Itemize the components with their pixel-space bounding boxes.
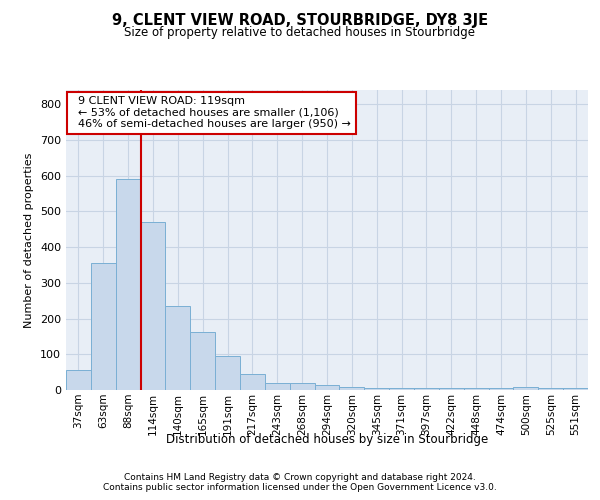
- Bar: [265, 383, 290, 390]
- Bar: [538, 388, 563, 390]
- Bar: [389, 388, 414, 390]
- Bar: [563, 388, 588, 390]
- Bar: [66, 370, 91, 390]
- Text: Distribution of detached houses by size in Stourbridge: Distribution of detached houses by size …: [166, 432, 488, 446]
- Bar: [340, 387, 364, 390]
- Bar: [190, 332, 215, 390]
- Bar: [240, 374, 265, 390]
- Bar: [464, 388, 488, 390]
- Text: Size of property relative to detached houses in Stourbridge: Size of property relative to detached ho…: [125, 26, 476, 39]
- Bar: [514, 387, 538, 390]
- Bar: [290, 383, 314, 390]
- Bar: [314, 384, 340, 390]
- Bar: [91, 263, 116, 390]
- Text: Contains HM Land Registry data © Crown copyright and database right 2024.: Contains HM Land Registry data © Crown c…: [124, 472, 476, 482]
- Y-axis label: Number of detached properties: Number of detached properties: [25, 152, 34, 328]
- Bar: [166, 306, 190, 390]
- Bar: [488, 388, 514, 390]
- Bar: [116, 180, 140, 390]
- Bar: [414, 388, 439, 390]
- Text: Contains public sector information licensed under the Open Government Licence v3: Contains public sector information licen…: [103, 482, 497, 492]
- Bar: [140, 222, 166, 390]
- Bar: [215, 356, 240, 390]
- Bar: [439, 388, 464, 390]
- Text: 9, CLENT VIEW ROAD, STOURBRIDGE, DY8 3JE: 9, CLENT VIEW ROAD, STOURBRIDGE, DY8 3JE: [112, 12, 488, 28]
- Bar: [364, 388, 389, 390]
- Text: 9 CLENT VIEW ROAD: 119sqm
  ← 53% of detached houses are smaller (1,106)
  46% o: 9 CLENT VIEW ROAD: 119sqm ← 53% of detac…: [71, 96, 351, 129]
